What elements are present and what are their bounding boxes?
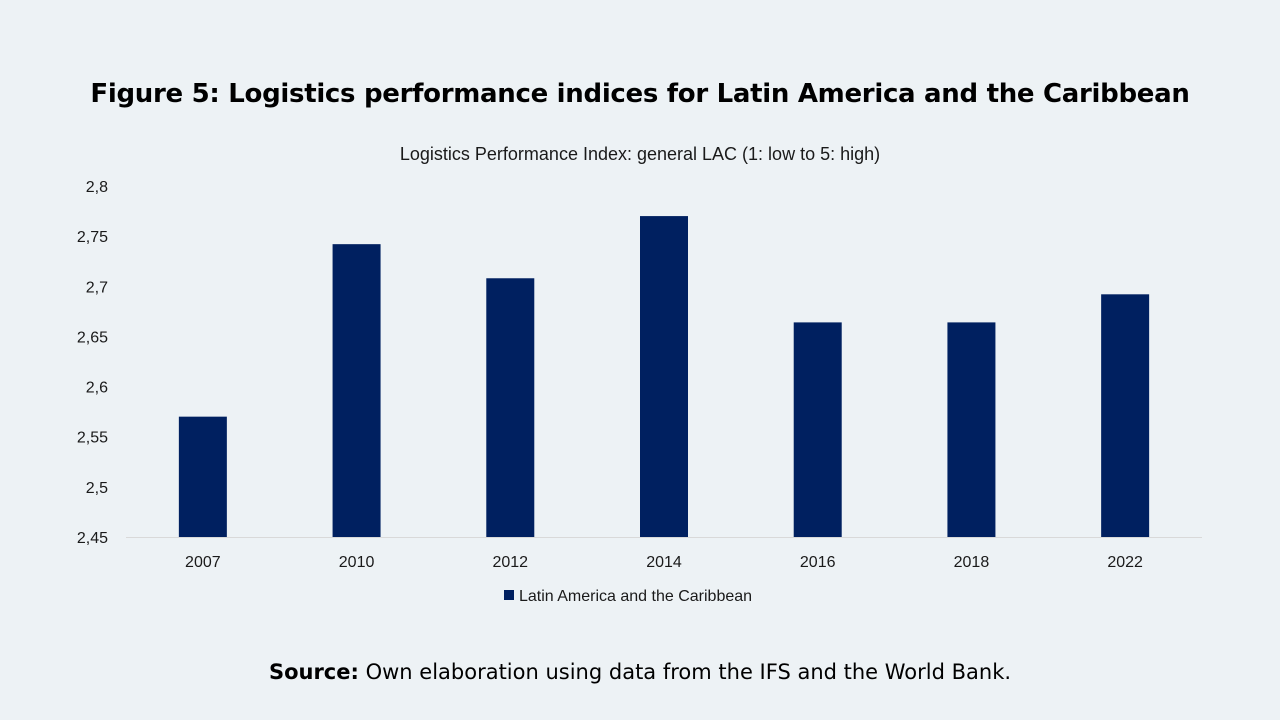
bar bbox=[947, 322, 996, 537]
bar bbox=[486, 278, 535, 537]
y-tick-label: 2,6 bbox=[86, 380, 108, 397]
y-tick-label: 2,75 bbox=[77, 229, 108, 246]
x-tick-label: 2018 bbox=[954, 554, 990, 571]
y-tick-label: 2,55 bbox=[77, 430, 108, 447]
bar bbox=[332, 244, 381, 537]
source-note: Source: Own elaboration using data from … bbox=[0, 652, 1280, 692]
x-tick-label: 2007 bbox=[185, 554, 221, 571]
bar bbox=[640, 216, 688, 538]
legend-swatch bbox=[504, 590, 514, 600]
legend: Latin America and the Caribbean bbox=[504, 588, 752, 605]
figure-title: Figure 5: Logistics performance indices … bbox=[90, 79, 1190, 109]
bars-group bbox=[178, 216, 1150, 538]
y-tick-label: 2,45 bbox=[77, 530, 108, 547]
source-label: Source: bbox=[268, 660, 359, 684]
y-tick-label: 2,5 bbox=[86, 480, 108, 497]
bar-chart: Logistics Performance Index: general LAC… bbox=[77, 144, 1202, 605]
bar bbox=[1101, 294, 1150, 537]
y-tick-label: 2,7 bbox=[86, 279, 108, 296]
chart-title: Logistics Performance Index: general LAC… bbox=[400, 144, 880, 164]
legend-label: Latin America and the Caribbean bbox=[519, 588, 752, 605]
y-tick-label: 2,8 bbox=[86, 179, 108, 196]
x-tick-label: 2014 bbox=[646, 554, 682, 571]
bar bbox=[793, 322, 842, 537]
y-tick-label: 2,65 bbox=[77, 329, 108, 346]
x-tick-label: 2012 bbox=[492, 554, 528, 571]
source-text: Own elaboration using data from the IFS … bbox=[358, 660, 1012, 684]
bar bbox=[178, 416, 227, 537]
x-tick-label: 2022 bbox=[1107, 554, 1143, 571]
x-axis: 2007 2010 2012 2014 2016 2018 2022 bbox=[185, 554, 1143, 571]
y-axis: 2,45 2,5 2,55 2,6 2,65 2,7 2,75 2,8 bbox=[77, 179, 108, 547]
x-tick-label: 2010 bbox=[339, 554, 375, 571]
x-tick-label: 2016 bbox=[800, 554, 836, 571]
